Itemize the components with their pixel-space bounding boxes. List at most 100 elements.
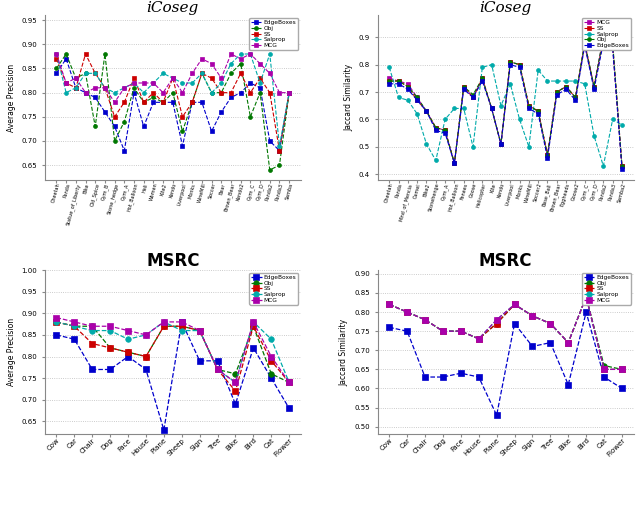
Salprop [232,379,239,385]
Salprop [600,366,608,373]
EdgeBoxes [285,89,293,96]
SS [159,99,167,105]
MCG [120,85,128,91]
Obj [451,160,458,166]
Salprop [179,80,186,86]
Salprop [237,51,244,57]
SS [385,301,393,308]
Salprop [111,89,118,96]
Title: iCoseg: iCoseg [147,2,199,15]
MCG [404,81,412,87]
SS [395,78,403,84]
Salprop [618,366,626,373]
Obj [600,362,608,368]
SS [609,42,616,49]
Salprop [266,51,274,57]
Salprop [497,103,505,109]
Salprop [246,51,254,57]
SS [516,61,524,67]
MCG [600,34,607,40]
SS [421,317,429,323]
Obj [572,95,579,101]
Obj [563,83,570,89]
EdgeBoxes [581,42,589,49]
Obj [88,323,96,329]
Salprop [469,144,477,150]
SS [124,349,132,355]
EdgeBoxes [159,99,167,105]
Salprop [404,97,412,103]
Obj [285,89,293,96]
SS [52,56,60,62]
MCG [511,301,518,308]
SS [62,80,70,86]
MCG [413,95,421,101]
MCG [130,80,138,86]
EdgeBoxes [441,130,449,136]
SS [268,358,275,364]
MCG [52,51,60,57]
MCG [266,70,274,76]
Obj [543,152,551,158]
Salprop [268,336,275,342]
EdgeBoxes [404,86,412,92]
SS [266,89,274,96]
EdgeBoxes [169,99,177,105]
MCG [111,99,118,105]
EdgeBoxes [600,40,607,46]
MCG [469,95,477,101]
Obj [421,317,429,323]
MCG [196,328,204,334]
Obj [150,95,157,101]
Salprop [403,309,411,315]
Obj [422,108,430,114]
SS [276,148,284,154]
Salprop [227,61,235,67]
Salprop [72,85,79,91]
Salprop [590,133,598,139]
EdgeBoxes [256,85,264,91]
MCG [506,59,514,65]
EdgeBoxes [553,91,561,98]
Salprop [609,117,616,123]
MCG [395,78,403,84]
Salprop [150,80,157,86]
Salprop [169,75,177,81]
Obj [457,328,465,334]
EdgeBoxes [232,401,239,407]
Y-axis label: Average Precision: Average Precision [7,63,16,131]
SS [179,114,186,120]
SS [169,75,177,81]
Title: MSRC: MSRC [479,252,532,270]
SS [227,89,235,96]
Line: SS: SS [54,319,292,394]
Obj [441,127,449,133]
MCG [159,89,167,96]
MCG [525,103,532,109]
EdgeBoxes [130,89,138,96]
Y-axis label: Average Precision: Average Precision [7,318,16,386]
EdgeBoxes [439,374,447,380]
Obj [403,309,411,315]
Obj [106,345,114,351]
Salprop [196,328,204,334]
Obj [385,301,393,308]
MCG [62,80,70,86]
MCG [581,42,589,49]
Obj [564,340,572,346]
Salprop [547,320,554,327]
SS [582,294,590,300]
MCG [422,108,430,114]
SS [188,99,196,105]
EdgeBoxes [385,81,393,87]
MCG [82,89,90,96]
Obj [497,141,505,147]
SS [493,320,500,327]
Salprop [600,163,607,169]
Obj [506,59,514,65]
EdgeBoxes [618,385,626,391]
EdgeBoxes [432,127,440,133]
EdgeBoxes [543,155,551,161]
MCG [451,160,458,166]
Obj [237,61,244,67]
